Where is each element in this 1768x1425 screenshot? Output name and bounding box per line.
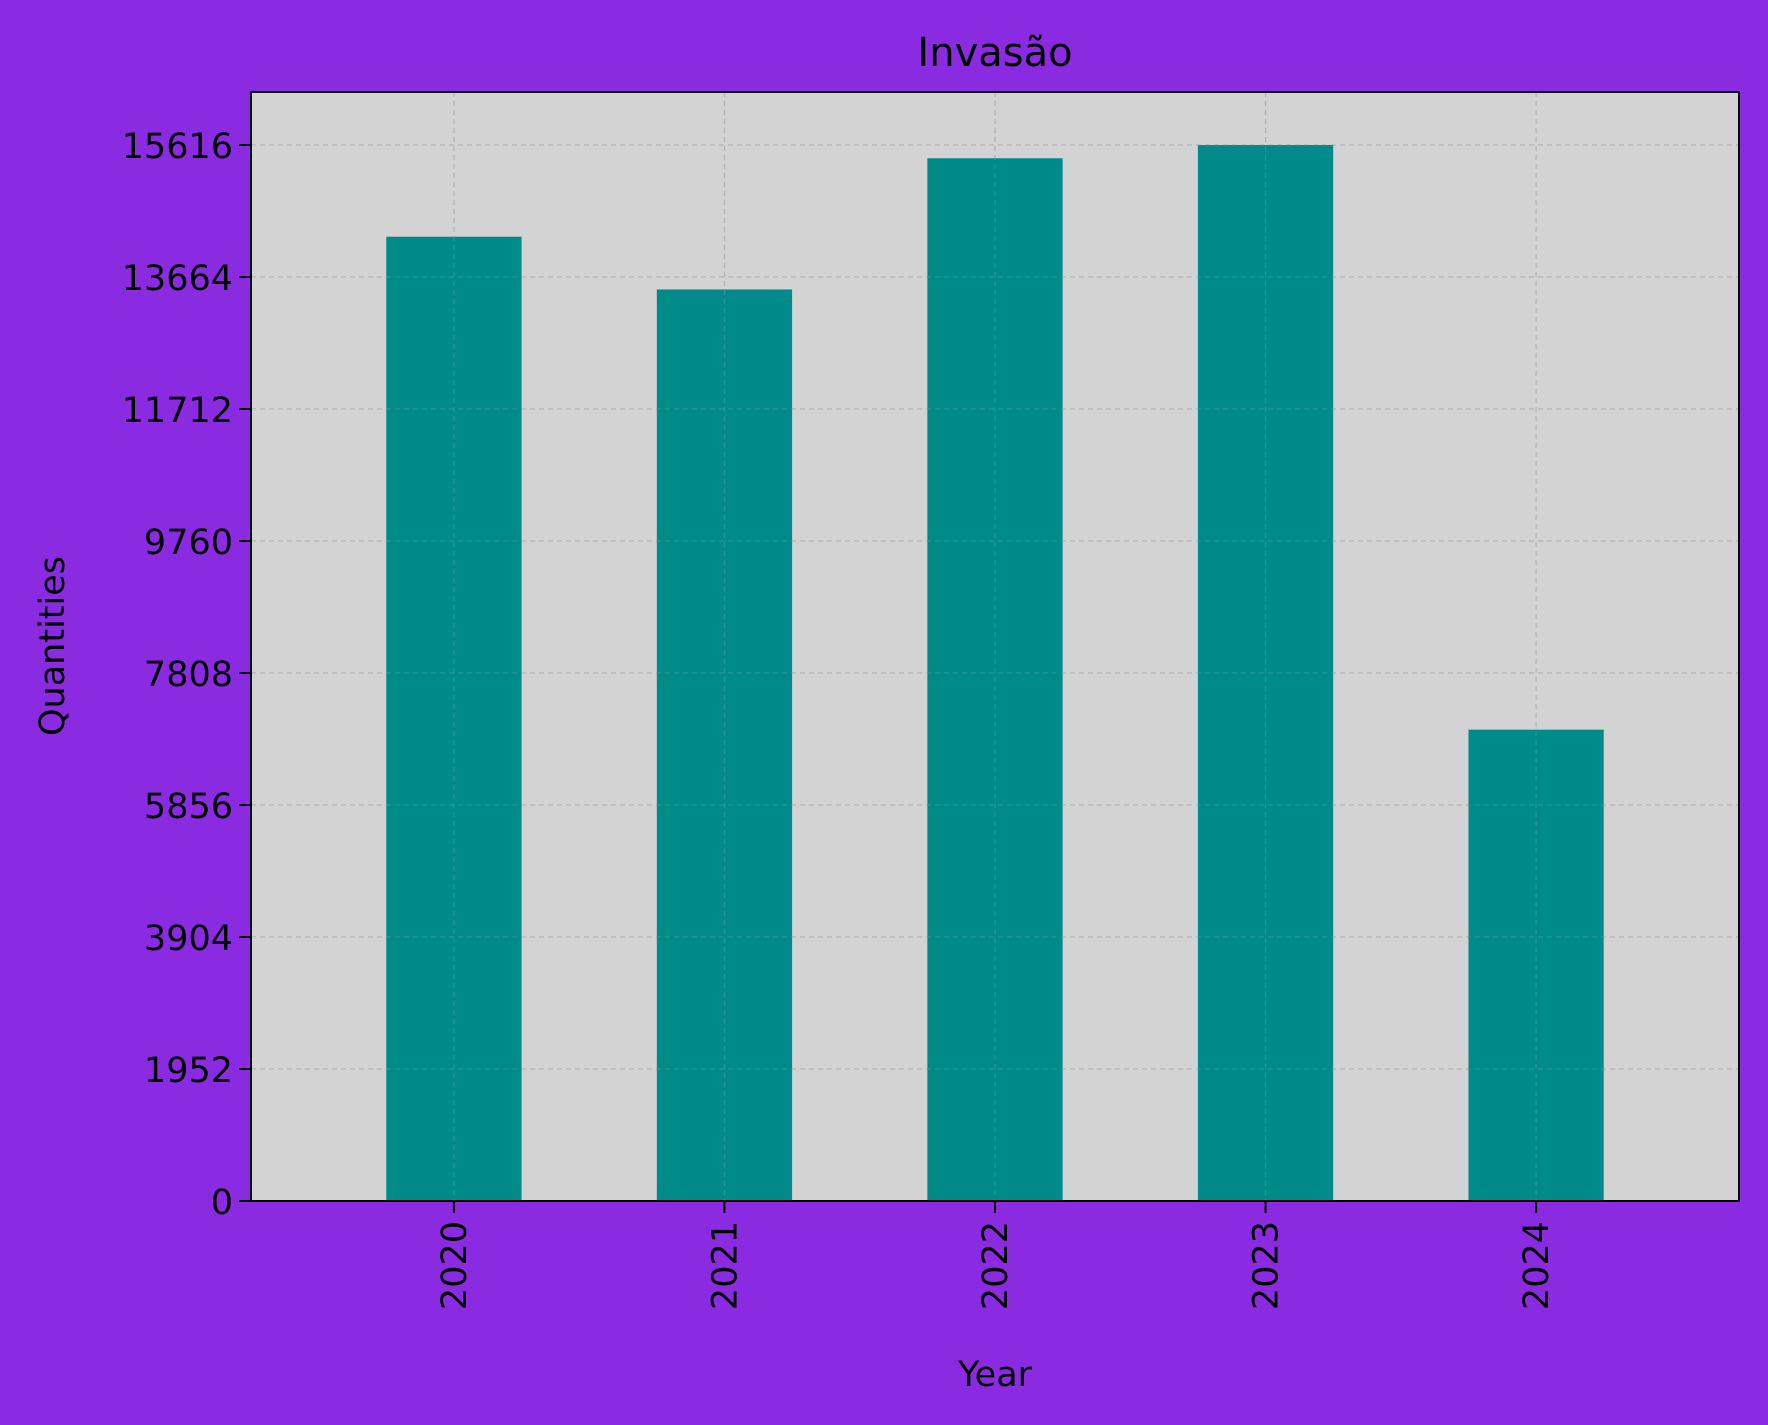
bar-2021 (656, 289, 793, 1202)
y-tick-label: 0 (211, 1183, 233, 1223)
x-tick-label: 2020 (435, 1221, 475, 1310)
x-tick-label: 2024 (1517, 1221, 1557, 1310)
bar-2023 (1197, 145, 1334, 1201)
y-tick-label: 1952 (144, 1051, 233, 1091)
y-tick-label: 9760 (144, 523, 233, 563)
y-tick-label: 3904 (144, 919, 233, 959)
x-tick-label: 2023 (1247, 1221, 1287, 1310)
y-tick-label: 5856 (144, 787, 233, 827)
x-tick-label: 2021 (705, 1221, 745, 1310)
y-axis-label: Quantities (33, 556, 73, 736)
bar-2020 (386, 236, 522, 1202)
x-axis: 2020 2021 2022 2023 2024 (435, 1201, 1557, 1310)
bar-2022 (927, 158, 1063, 1201)
y-tick-label: 7808 (144, 655, 233, 695)
bar-2024 (1468, 729, 1604, 1201)
y-tick-label: 13664 (122, 259, 233, 299)
y-tick-label: 11712 (122, 391, 233, 431)
x-axis-label: Year (957, 1355, 1033, 1395)
x-tick-label: 2022 (976, 1221, 1016, 1310)
chart-title: Invasão (917, 30, 1072, 76)
y-axis: 0 1952 3904 5856 7808 9760 11712 13664 15616 (122, 127, 251, 1223)
bars (251, 92, 1739, 1202)
y-tick-label: 15616 (122, 127, 233, 167)
